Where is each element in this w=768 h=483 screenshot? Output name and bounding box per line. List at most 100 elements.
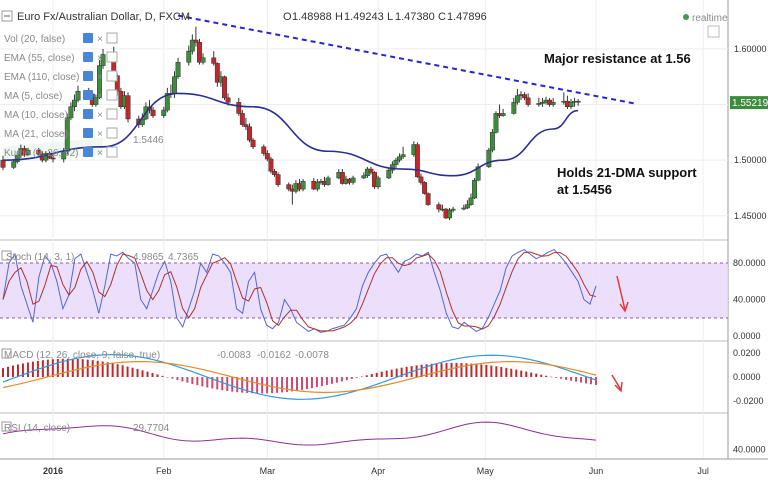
candle (568, 98, 574, 109)
macd-bar (161, 375, 164, 377)
macd-bar (206, 377, 209, 388)
stoch-collapse-button[interactable] (1, 250, 12, 261)
macd-histogram (2, 358, 597, 394)
macd-value-3: -0.0078 (295, 350, 329, 361)
ma21-indicator-close-icon[interactable]: × (97, 129, 103, 140)
ma5-indicator-toggle-icon[interactable] (106, 89, 118, 101)
pane-settings-button[interactable] (707, 25, 720, 38)
macd-bar (101, 361, 104, 377)
macd-bar (505, 367, 508, 377)
kumo-indicator-close-icon[interactable]: × (97, 148, 103, 159)
candle (25, 147, 31, 156)
macd-bar (535, 373, 538, 377)
vol-indicator-close-icon[interactable]: × (97, 34, 103, 45)
candle (211, 51, 217, 66)
price-tick-label: 1.60000 (734, 44, 767, 54)
candle (414, 142, 420, 178)
ma21-indicator-settings-icon[interactable] (83, 128, 93, 138)
ema55-indicator-toggle-icon[interactable] (106, 51, 118, 63)
candle (361, 172, 367, 180)
candle (422, 181, 427, 195)
kumo-indicator-toggle-icon[interactable] (106, 146, 118, 158)
macd-bar (515, 369, 518, 377)
ma10-indicator-settings-icon[interactable] (83, 109, 93, 119)
candle (68, 102, 74, 121)
candle (500, 108, 506, 117)
macd-bar (71, 358, 74, 377)
ohlc-c-value: 1.47896 (447, 11, 487, 23)
macd-bar (420, 364, 423, 377)
ma10-indicator-close-icon[interactable]: × (97, 110, 103, 121)
macd-bar (121, 365, 124, 377)
symbol-title: Euro Fx/Australian Dollar, D, FXCM (17, 11, 190, 23)
macd-bar (560, 377, 563, 379)
ma5-indicator-settings-icon[interactable] (83, 90, 93, 100)
candle (186, 45, 192, 66)
macd-bar (141, 370, 144, 377)
candle (189, 34, 195, 55)
macd-bar (320, 377, 323, 387)
ma10-indicator-label: MA (10, close) (4, 110, 68, 121)
candle (386, 167, 392, 180)
candle (64, 113, 70, 155)
macd-bar (131, 367, 134, 377)
kumo-indicator-settings-icon[interactable] (83, 147, 93, 157)
candle (339, 169, 345, 185)
candle (511, 97, 517, 115)
indicator-legend: Vol (20, false) × EMA (55, close) × EMA (110… (4, 32, 164, 159)
rsi-collapse-button[interactable] (1, 421, 12, 432)
stoch-tick-label: 40.0000 (733, 295, 766, 305)
macd-bar (116, 364, 119, 377)
candle (286, 182, 292, 192)
candle (464, 200, 470, 210)
candle (250, 137, 256, 150)
macd-bar (390, 369, 393, 377)
rsi-label: RSI (14, close) (4, 423, 70, 434)
ema110-indicator-close-icon[interactable]: × (97, 72, 103, 83)
macd-bar (61, 358, 64, 377)
macd-bar (291, 377, 294, 392)
ema55-indicator-settings-icon[interactable] (83, 52, 93, 62)
time-tick-label: May (477, 466, 495, 476)
ema110-indicator-toggle-icon[interactable] (106, 70, 118, 82)
candle (200, 53, 206, 65)
macd-bar (16, 364, 19, 377)
ohlc-o-label: O (283, 11, 292, 23)
macd-collapse-button[interactable] (1, 348, 12, 359)
macd-bar (475, 363, 478, 377)
macd-bar (330, 377, 333, 384)
macd-bar (241, 377, 244, 393)
macd-bar (580, 377, 583, 383)
macd-bar (375, 372, 378, 377)
vol-indicator-settings-icon[interactable] (83, 33, 93, 43)
macd-bar (111, 363, 114, 377)
realtime-label: realtime (692, 13, 728, 24)
ma21-indicator-toggle-icon[interactable] (106, 127, 118, 139)
macd-value-2: -0.0162 (257, 350, 291, 361)
ma5-indicator-close-icon[interactable]: × (97, 91, 103, 102)
macd-bar (570, 377, 573, 381)
macd-bar (41, 360, 44, 377)
candle (436, 202, 442, 213)
macd-bar (146, 371, 149, 377)
candle (275, 172, 281, 187)
macd-label: MACD (12, 26, close, 9, false, true) (4, 350, 160, 361)
ema110-indicator-settings-icon[interactable] (83, 71, 93, 81)
candle (539, 97, 545, 107)
vol-indicator-toggle-icon[interactable] (106, 32, 118, 44)
candle (493, 111, 499, 134)
candle (197, 38, 202, 65)
candle (447, 207, 452, 221)
ma10-indicator-toggle-icon[interactable] (106, 108, 118, 120)
macd-bar (460, 363, 463, 377)
macd-bar (2, 368, 4, 377)
last-price-value: 1.55219 (732, 98, 768, 109)
ma21-value: 1.5446 (133, 135, 164, 146)
vol-indicator-label: Vol (20, false) (4, 34, 65, 45)
macd-bar (56, 358, 59, 377)
candle (161, 106, 167, 118)
stoch-label: Stoch (14, 3, 1) (6, 252, 74, 263)
time-tick-label: Jul (697, 466, 709, 476)
ema55-indicator-close-icon[interactable]: × (97, 53, 103, 64)
